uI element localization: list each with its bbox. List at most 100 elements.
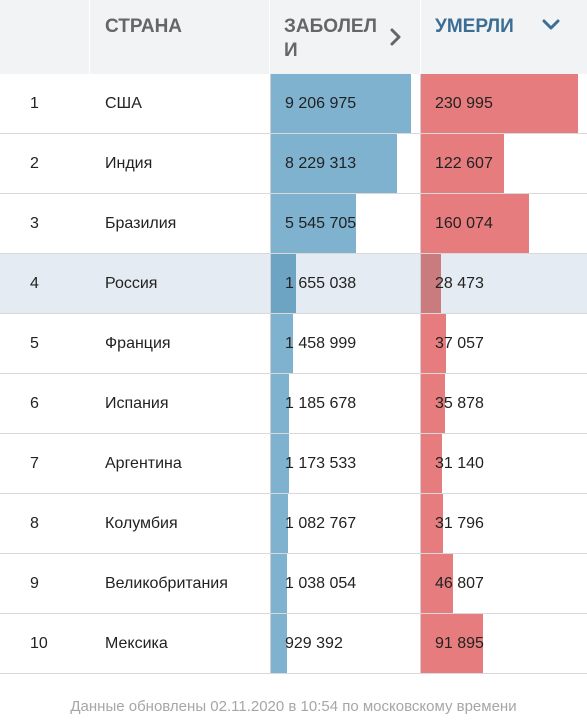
deaths-value: 230 995 [435, 95, 493, 112]
row-cases-cell: 5 545 705 [270, 194, 421, 253]
row-rank: 3 [30, 215, 39, 232]
row-rank: 2 [30, 155, 39, 172]
row-rank: 4 [30, 275, 39, 292]
cases-bar [271, 374, 289, 433]
row-cases-cell: 1 173 533 [270, 434, 421, 493]
row-country: Россия [105, 275, 158, 292]
row-deaths-cell: 122 607 [421, 134, 587, 193]
row-deaths-cell: 46 807 [421, 554, 587, 613]
row-deaths-cell: 160 074 [421, 194, 587, 253]
cases-bar [271, 314, 293, 373]
deaths-bar [421, 614, 483, 673]
row-deaths-cell: 31 796 [421, 494, 587, 553]
row-rank: 9 [30, 575, 39, 592]
table-row: 9 Великобритания 1 038 054 46 807 [0, 554, 587, 614]
deaths-bar [421, 434, 442, 493]
table-row: 8 Колумбия 1 082 767 31 796 [0, 494, 587, 554]
row-cases-cell: 1 458 999 [270, 314, 421, 373]
row-rank: 6 [30, 395, 39, 412]
deaths-value: 35 878 [435, 395, 484, 412]
deaths-value: 28 473 [435, 275, 484, 292]
row-country: Бразилия [105, 215, 177, 232]
row-deaths-cell: 91 895 [421, 614, 587, 673]
covid-stats-table: СТРАНА ЗАБОЛЕЛИ УМЕРЛИ 1 США 9 206 975 230 … [0, 0, 587, 674]
row-country: США [105, 95, 142, 112]
header-deaths-label: УМЕРЛИ [435, 16, 514, 37]
header-country: СТРАНА [90, 0, 270, 74]
deaths-bar [421, 314, 446, 373]
deaths-bar [421, 74, 578, 133]
row-cases-cell: 1 655 038 [270, 254, 421, 313]
row-cases-cell: 1 038 054 [270, 554, 421, 613]
row-deaths-cell: 37 057 [421, 314, 587, 373]
deaths-value: 31 140 [435, 455, 484, 472]
deaths-bar [421, 494, 443, 553]
deaths-bar [421, 374, 445, 433]
cases-value: 1 173 533 [285, 455, 357, 472]
row-country: Индия [105, 155, 153, 172]
header-country-label: СТРАНА [105, 16, 183, 37]
row-country: Великобритания [105, 575, 228, 592]
row-rank: 10 [30, 635, 48, 652]
deaths-value: 31 796 [435, 515, 484, 532]
deaths-value: 37 057 [435, 335, 484, 352]
row-cases-cell: 8 229 313 [270, 134, 421, 193]
deaths-value: 91 895 [435, 635, 484, 652]
cases-value: 1 655 038 [285, 275, 357, 292]
cases-bar [271, 134, 397, 193]
chevron-right-icon [390, 28, 401, 46]
row-cases-cell: 929 392 [270, 614, 421, 673]
update-note: Данные обновлены 02.11.2020 в 10:54 по м… [70, 698, 517, 715]
table-row: 6 Испания 1 185 678 35 878 [0, 374, 587, 434]
row-country: Аргентина [105, 455, 182, 472]
row-country: Мексика [105, 635, 168, 652]
sort-by-deaths-header[interactable]: УМЕРЛИ [421, 0, 587, 74]
table-body: 1 США 9 206 975 230 995 2 Индия 8 229 313 122 6… [0, 74, 587, 674]
cases-value: 1 185 678 [285, 395, 357, 412]
cases-bar [271, 254, 296, 313]
row-rank: 8 [30, 515, 39, 532]
row-deaths-cell: 31 140 [421, 434, 587, 493]
cases-value: 9 206 975 [285, 95, 357, 112]
row-rank: 5 [30, 335, 39, 352]
table-row: 1 США 9 206 975 230 995 [0, 74, 587, 134]
cases-value: 1 458 999 [285, 335, 357, 352]
table-row: 5 Франция 1 458 999 37 057 [0, 314, 587, 374]
row-cases-cell: 1 082 767 [270, 494, 421, 553]
cases-value: 5 545 705 [285, 215, 357, 232]
table-row: 3 Бразилия 5 545 705 160 074 [0, 194, 587, 254]
cases-bar [271, 434, 289, 493]
sort-by-cases-header[interactable]: ЗАБОЛЕЛИ [270, 0, 421, 74]
row-cases-cell: 1 185 678 [270, 374, 421, 433]
deaths-bar [421, 254, 441, 313]
row-deaths-cell: 35 878 [421, 374, 587, 433]
cases-bar [271, 554, 287, 613]
row-cases-cell: 9 206 975 [270, 74, 421, 133]
table-row: 2 Индия 8 229 313 122 607 [0, 134, 587, 194]
row-rank: 7 [30, 455, 39, 472]
cases-value: 1 082 767 [285, 515, 357, 532]
header-cases-label: ЗАБОЛЕЛИ [284, 16, 377, 61]
deaths-bar [421, 194, 529, 253]
row-deaths-cell: 28 473 [421, 254, 587, 313]
cases-bar [271, 494, 288, 553]
table-header: СТРАНА ЗАБОЛЕЛИ УМЕРЛИ [0, 0, 587, 74]
row-rank: 1 [30, 95, 39, 112]
row-country: Испания [105, 395, 169, 412]
row-country: Франция [105, 335, 171, 352]
row-country: Колумбия [105, 515, 178, 532]
table-row: 10 Мексика 929 392 91 895 [0, 614, 587, 674]
deaths-value: 122 607 [435, 155, 493, 172]
header-rank-cell [0, 0, 90, 74]
deaths-value: 46 807 [435, 575, 484, 592]
cases-bar [271, 614, 287, 673]
cases-value: 1 038 054 [285, 575, 357, 592]
chevron-down-icon [542, 19, 560, 30]
row-deaths-cell: 230 995 [421, 74, 587, 133]
table-row: 7 Аргентина 1 173 533 31 140 [0, 434, 587, 494]
cases-value: 929 392 [285, 635, 343, 652]
cases-value: 8 229 313 [285, 155, 357, 172]
deaths-bar [421, 554, 453, 613]
cases-bar [271, 194, 356, 253]
cases-bar [271, 74, 411, 133]
